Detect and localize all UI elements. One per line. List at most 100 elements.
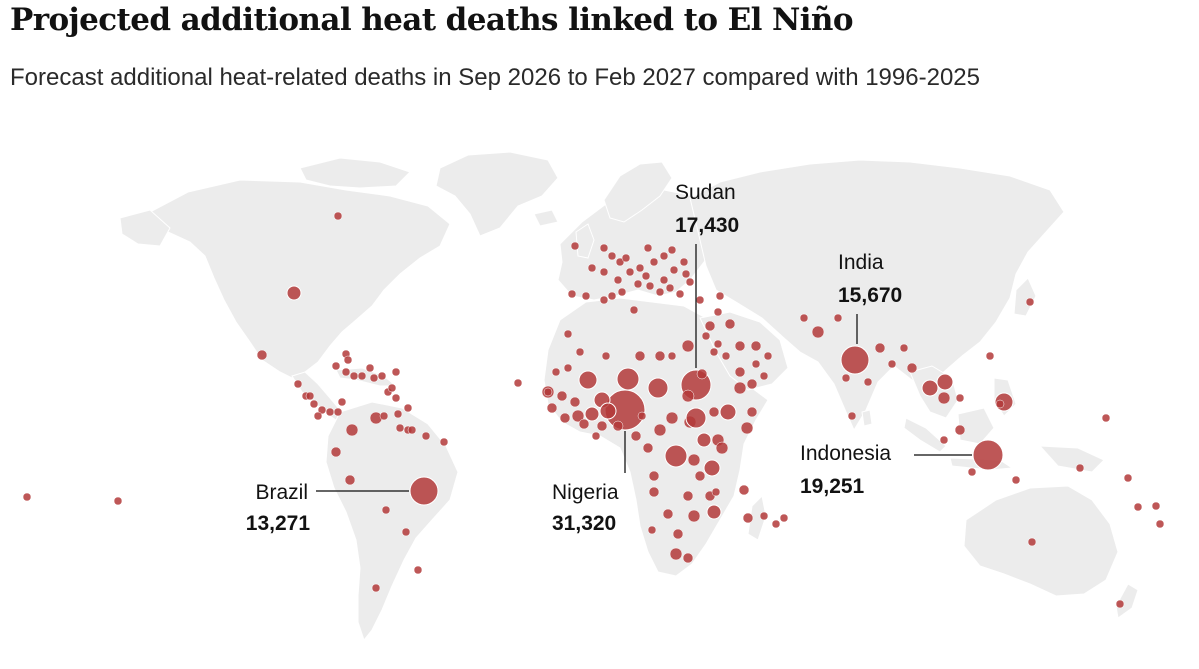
country-bubble	[1011, 475, 1021, 485]
country-bubble	[738, 484, 750, 496]
country-bubble	[711, 487, 721, 497]
country-bubble	[740, 421, 754, 435]
country-bubble	[556, 390, 568, 402]
country-bubble	[613, 275, 623, 285]
country-bubble	[612, 420, 624, 432]
country-bubble	[887, 359, 897, 369]
country-bubble	[584, 406, 600, 422]
country-bubble	[664, 444, 688, 468]
country-bubble	[345, 423, 359, 437]
country-bubble	[715, 441, 729, 455]
country-bubble	[377, 371, 387, 381]
country-bubble	[1025, 297, 1035, 307]
land-madagascar	[747, 494, 767, 541]
country-bubble	[634, 350, 646, 362]
land-greenland	[435, 151, 559, 237]
land-borneo	[957, 407, 995, 445]
country-bubble	[750, 340, 762, 352]
country-bubble	[649, 257, 659, 267]
country-bubble	[1155, 519, 1165, 529]
country-bubble	[546, 402, 558, 414]
country-bubble	[685, 277, 695, 287]
country-bubble	[921, 379, 939, 397]
chart-title: Projected additional heat deaths linked …	[10, 2, 854, 38]
country-bubble	[1133, 502, 1143, 512]
country-bubble	[937, 391, 951, 405]
country-bubble	[746, 406, 758, 418]
country-bubble	[317, 405, 327, 415]
country-bubble	[409, 476, 439, 506]
country-bubble	[625, 267, 635, 277]
country-bubble	[22, 492, 32, 502]
country-bubble	[337, 397, 347, 407]
country-bubble	[1115, 599, 1125, 609]
country-bubble	[701, 331, 711, 341]
country-bubble	[724, 318, 736, 330]
country-bubble	[955, 393, 965, 403]
country-bubble	[365, 363, 375, 373]
country-bubble	[1123, 473, 1133, 483]
callout-value-brazil: 13,271	[246, 512, 311, 535]
country-bubble	[647, 377, 669, 399]
country-bubble	[395, 423, 405, 433]
country-bubble	[648, 486, 660, 498]
country-bubble	[840, 345, 870, 375]
country-bubble	[672, 528, 684, 540]
country-bubble	[569, 396, 581, 408]
country-bubble	[369, 373, 379, 383]
chart-subtitle: Forecast additional heat-related deaths …	[10, 64, 980, 91]
country-bubble	[333, 211, 343, 221]
country-bubble	[647, 525, 657, 535]
country-bubble	[659, 275, 669, 285]
callout-country-indonesia: Indonesia	[800, 442, 891, 465]
country-bubble	[559, 412, 571, 424]
country-bubble	[387, 383, 397, 393]
country-bubble	[662, 508, 674, 520]
country-bubble	[381, 505, 391, 515]
country-bubble	[742, 512, 754, 524]
country-bubble	[379, 411, 389, 421]
country-bubble	[401, 527, 411, 537]
callout-country-nigeria: Nigeria	[552, 481, 619, 504]
country-bubble	[570, 241, 580, 251]
country-bubble	[581, 291, 591, 301]
bubble-layer	[22, 211, 1165, 609]
country-bubble	[551, 367, 561, 377]
land-new-guinea	[1038, 445, 1105, 473]
country-bubble	[696, 432, 712, 448]
country-bubble	[681, 339, 695, 353]
land-arabia	[699, 311, 789, 391]
country-bubble	[906, 362, 918, 374]
country-bubble	[696, 368, 708, 380]
country-bubble	[759, 371, 769, 381]
country-bubble	[704, 320, 716, 332]
country-bubble	[779, 513, 789, 523]
country-bubble	[286, 285, 302, 301]
country-bubble	[578, 418, 590, 430]
callout-country-sudan: Sudan	[675, 181, 736, 204]
country-bubble	[413, 565, 423, 575]
callout-country-india: India	[838, 251, 884, 274]
land-scandinavia	[603, 161, 673, 223]
country-bubble	[635, 263, 645, 273]
country-bubble	[607, 251, 617, 261]
country-bubble	[439, 437, 449, 447]
country-bubble	[344, 474, 356, 486]
country-bubble	[685, 407, 707, 429]
country-bubble	[899, 343, 909, 353]
country-bubble	[615, 257, 625, 267]
country-bubble	[665, 411, 679, 425]
country-bubble	[763, 351, 773, 361]
country-bubble	[371, 583, 381, 593]
country-bubble	[513, 378, 523, 388]
country-bubble	[936, 373, 954, 391]
land-arctic-islands	[299, 157, 411, 189]
callout-country-brazil: Brazil	[255, 481, 308, 504]
country-bubble	[637, 411, 647, 421]
country-bubble	[357, 371, 367, 381]
country-bubble	[369, 411, 383, 425]
country-bubble	[421, 431, 431, 441]
country-bubble	[648, 470, 660, 482]
country-bubble	[721, 351, 731, 361]
